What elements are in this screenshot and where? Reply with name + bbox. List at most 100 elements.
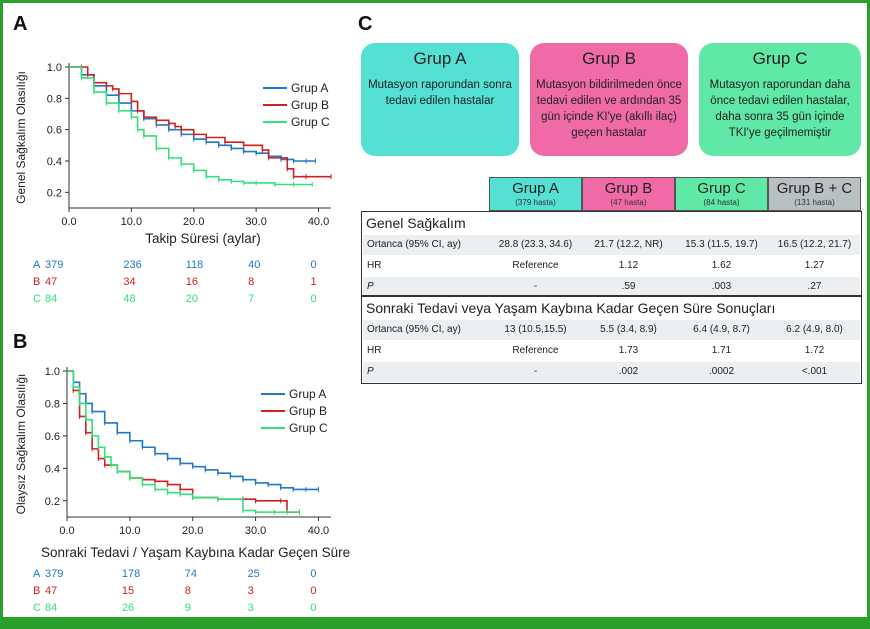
km-line-grup-a: [69, 66, 316, 162]
chart-a-survival: 0.2 0.4 0.6 0.8 1.0 0.0 10.0 20.0 30.0 40.0 Genel …: [14, 62, 332, 246]
km-line-grup-b: [67, 370, 300, 513]
legend-label: Grup C: [291, 115, 330, 129]
section-title: Genel Sağkalım: [366, 215, 466, 231]
risk-count: 34: [123, 276, 136, 288]
y-tick-label: 0.8: [47, 93, 62, 105]
x-axis-label: Sonraki Tedavi / Yaşam Kaybına Kadar Geç…: [41, 545, 350, 560]
risk-count: 9: [184, 602, 191, 614]
header-patient-count: (47 hasta): [610, 198, 647, 207]
y-tick-label: 1.0: [45, 366, 60, 378]
risk-count: 84: [45, 293, 58, 305]
cell-value: 1.27: [804, 260, 825, 271]
risk-count: 3: [247, 602, 254, 614]
group-box-grup-c: Grup C Mutasyon raporundan daha önce teda…: [699, 43, 861, 156]
row-label: P: [367, 281, 374, 292]
legend-label: Grup B: [291, 98, 329, 112]
risk-count: 1: [310, 276, 317, 288]
header-patient-count: (379 hasta): [515, 198, 556, 207]
chart-b-event-free: 0.2 0.4 0.6 0.8 1.0 0.0 10.0 20.0 30.0 40.0 Olaysı…: [14, 366, 350, 560]
km-line-grup-c: [67, 370, 300, 513]
risk-row: A 379 178 74 25 0: [3, 568, 343, 582]
x-tick-label: 30.0: [245, 525, 266, 537]
y-tick-label: 0.8: [45, 398, 60, 410]
section-title: Sonraki Tedavi veya Yaşam Kaybına Kadar …: [366, 300, 776, 316]
risk-count: 26: [121, 602, 135, 614]
group-title: Grup A: [413, 49, 467, 68]
risk-row: C 84 26 9 3 0: [3, 602, 343, 616]
cell-value: .002: [618, 366, 639, 377]
cell-value: -: [533, 366, 538, 377]
y-tick-label: 0.6: [45, 431, 60, 443]
risk-row: A 379 236 118 40 0: [3, 259, 343, 273]
legend-label: Grup A: [291, 81, 328, 95]
header-name: Grup C: [697, 180, 746, 197]
cell-value: 16.5 (12.2, 21.7): [777, 239, 852, 250]
row-label: Ortanca (95% CI, ay): [367, 324, 461, 335]
y-tick-label: 0.2: [47, 187, 62, 199]
cell-value: 28.8 (23.3, 34.6): [498, 239, 573, 250]
header-name: Grup B + C: [776, 180, 853, 197]
risk-count: 48: [123, 293, 136, 305]
cell-value: 1.71: [711, 345, 732, 356]
x-tick-label: 10.0: [121, 216, 142, 228]
risk-count: 178: [121, 568, 141, 580]
risk-group-label: A: [33, 568, 41, 580]
table-row: P - .002 .0002 <.001: [363, 362, 860, 382]
y-axis-label: Genel Sağkalım Olasılığı: [14, 71, 28, 204]
group-title: Grup B: [582, 49, 636, 68]
risk-count: 379: [45, 568, 64, 580]
x-tick-label: 40.0: [308, 216, 329, 228]
y-tick-label: 0.4: [47, 156, 62, 168]
risk-row: C 84 48 20 7 0: [3, 293, 343, 307]
risk-count: 0: [310, 585, 317, 597]
row-label: HR: [367, 345, 382, 356]
cell-value: Reference: [512, 345, 559, 356]
risk-count: 7: [248, 293, 255, 305]
x-tick-label: 20.0: [183, 216, 204, 228]
cell-value: 1.72: [804, 345, 825, 356]
x-axis-label: Takip Süresi (aylar): [145, 231, 261, 246]
risk-count: 3: [247, 585, 254, 597]
cell-value: -: [533, 281, 538, 292]
km-line-grup-b: [69, 66, 331, 178]
header-patient-count: (84 hasta): [703, 198, 740, 207]
risk-count: 20: [185, 293, 198, 305]
legend-label: Grup A: [289, 387, 326, 401]
cell-value: .59: [621, 281, 636, 292]
cell-value: 21.7 (12.2, NR): [594, 239, 663, 250]
y-tick-label: 0.4: [45, 463, 60, 475]
risk-count: 84: [45, 602, 58, 614]
km-line-grup-a: [67, 370, 319, 491]
cell-value: <.001: [801, 366, 828, 377]
risk-count: 16: [185, 276, 198, 288]
km-line-grup-c: [69, 66, 313, 186]
risk-count: 47: [45, 276, 58, 288]
group-description: Mutasyon bildirilmeden önce tedavi edile…: [536, 79, 682, 139]
x-tick-label: 30.0: [245, 216, 266, 228]
risk-count: 40: [248, 259, 261, 271]
group-title: Grup C: [752, 49, 808, 68]
legend-label: Grup B: [289, 404, 327, 418]
cell-value: 13 (10.5,15.5): [504, 324, 567, 335]
table-row: Ortanca (95% CI, ay) 28.8 (23.3, 34.6) 21.…: [363, 235, 860, 255]
cell-value: 1.12: [618, 260, 639, 271]
risk-group-label: A: [33, 259, 41, 271]
risk-count: 0: [310, 293, 317, 305]
cell-value: .27: [807, 281, 822, 292]
group-box-grup-a: Grup A Mutasyon raporundan sonra tedavi e…: [361, 43, 519, 156]
risk-row: B 47 34 16 8 1: [3, 276, 343, 290]
header-patient-count: (131 hasta): [794, 198, 835, 207]
cell-value: 5.5 (3.4, 8.9): [600, 324, 657, 335]
panel-a-label: A: [13, 13, 28, 35]
row-label: P: [367, 366, 374, 377]
risk-group-label: B: [33, 276, 41, 288]
group-description: Mutasyon raporundan sonra tedavi edilen …: [368, 79, 512, 107]
risk-count: 0: [310, 259, 317, 271]
group-description: Mutasyon raporundan daha önce tedavi edi…: [709, 79, 851, 139]
cell-value: 6.4 (4.9, 8.7): [693, 324, 750, 335]
risk-count: 0: [310, 602, 317, 614]
risk-group-label: C: [33, 293, 41, 305]
section-divider: [361, 295, 862, 297]
risk-count: 74: [184, 568, 197, 580]
results-table: [361, 211, 862, 384]
